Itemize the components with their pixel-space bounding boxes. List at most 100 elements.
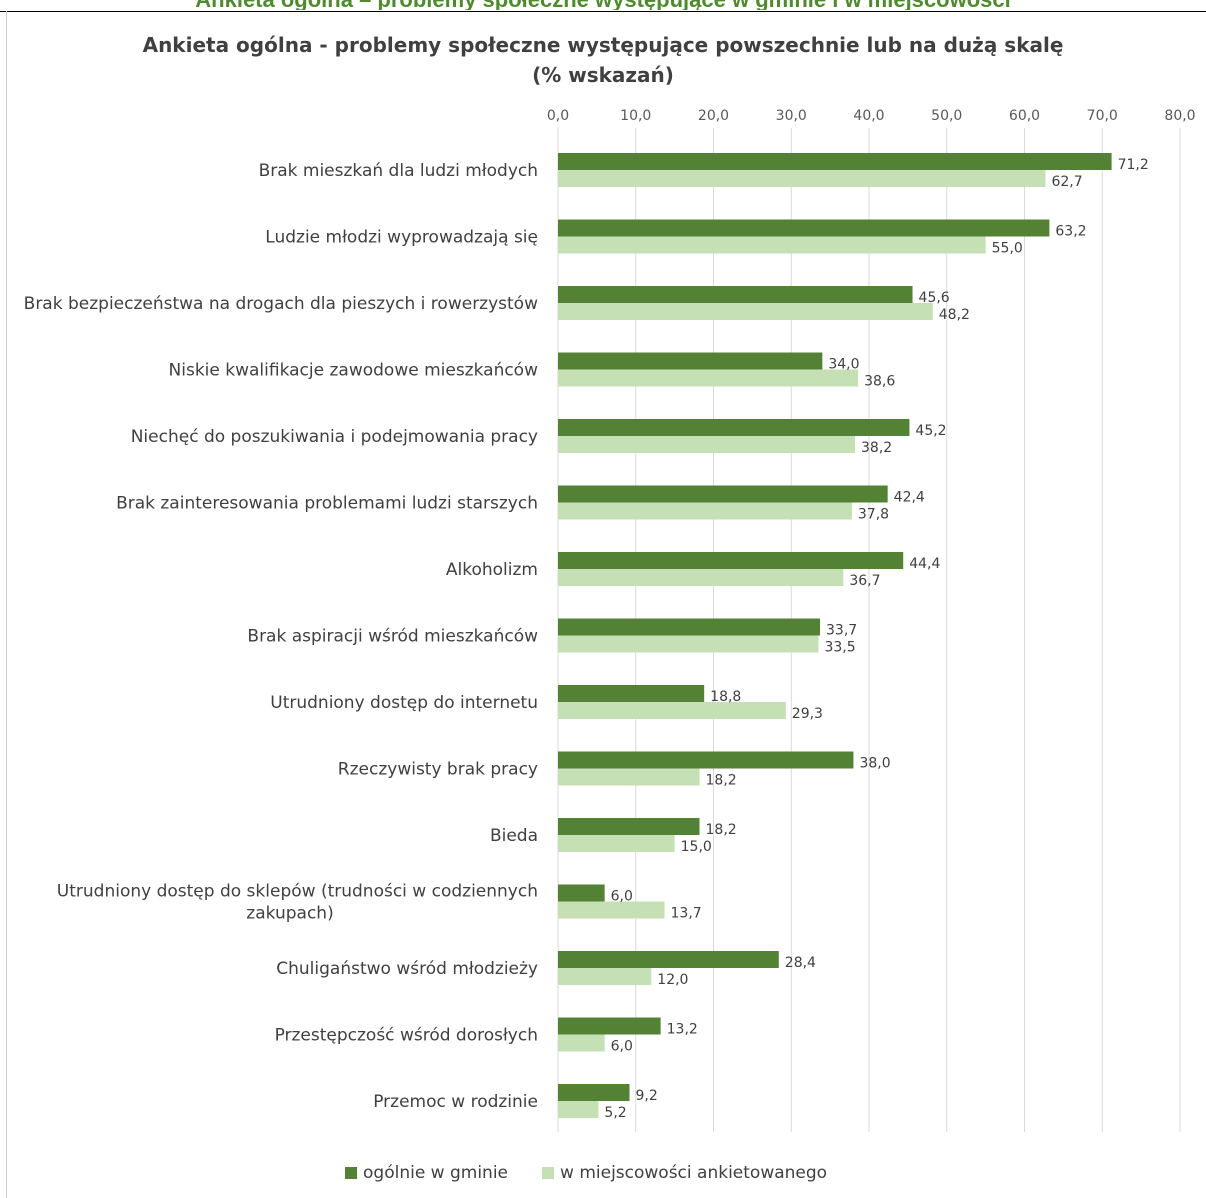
category-label: Niechęć do poszukiwania i podejmowania p…	[131, 427, 538, 447]
category-label: Rzeczywisty brak pracy	[338, 760, 538, 780]
x-axis-tick-labels: 0,0 10,0 20,0 30,0 40,0 50,0 60,0 70,0 80,0	[547, 108, 1196, 124]
data-label-series-1: 42,4	[894, 490, 925, 506]
category-label: Przemoc w rodzinie	[373, 1092, 538, 1112]
page-header-text: Ankieta ogólna – problemy społeczne wyst…	[0, 0, 1206, 10]
bar-series-1	[558, 1017, 661, 1035]
x-tick-label: 40,0	[853, 108, 884, 124]
x-tick-label: 70,0	[1087, 108, 1118, 124]
x-tick-label: 0,0	[547, 108, 569, 124]
category-label: Brak zainteresowania problemami ludzi st…	[116, 494, 538, 514]
bar-series-1	[558, 419, 910, 436]
bar-series-1	[558, 286, 913, 303]
bar-series-1	[558, 818, 700, 835]
data-label-series-2: 37,8	[858, 507, 889, 523]
category-label: Ludzie młodzi wyprowadzają się	[265, 228, 538, 248]
bar-series-1	[558, 153, 1112, 170]
bar-series-2	[558, 502, 852, 520]
data-label-series-2: 38,2	[861, 440, 892, 456]
data-label-series-1: 71,2	[1118, 157, 1149, 173]
x-tick-label: 50,0	[931, 108, 962, 124]
legend-label-series-2: w miejscowości ankietowanego	[560, 1163, 828, 1183]
category-label: Utrudniony dostęp do internetu	[270, 693, 538, 713]
bar-series-1	[558, 1084, 630, 1101]
bars	[558, 153, 1112, 1118]
data-label-series-2: 5,2	[604, 1105, 626, 1121]
data-label-series-1: 6,0	[611, 889, 633, 905]
x-tick-label: 80,0	[1164, 108, 1195, 124]
category-label: Bieda	[490, 826, 538, 846]
data-label-series-1: 63,2	[1055, 224, 1086, 240]
category-label: Utrudniony dostęp do sklepów (trudności …	[57, 882, 538, 902]
bar-series-2	[558, 635, 819, 653]
data-label-series-1: 28,4	[785, 955, 816, 971]
x-tick-label: 30,0	[776, 108, 807, 124]
data-label-series-1: 44,4	[909, 556, 940, 572]
bar-series-1	[558, 951, 779, 968]
data-label-series-1: 18,2	[706, 822, 737, 838]
bar-series-2	[558, 1034, 605, 1052]
x-tick-label: 60,0	[1009, 108, 1040, 124]
bar-series-2	[558, 835, 675, 852]
data-label-series-1: 34,0	[828, 357, 859, 373]
bar-series-2	[558, 236, 986, 254]
category-label: Alkoholizm	[446, 560, 538, 580]
data-label-series-1: 45,6	[919, 290, 950, 306]
bar-series-2	[558, 569, 844, 586]
bar-series-2	[558, 170, 1046, 187]
category-label: Brak aspiracji wśród mieszkańców	[247, 627, 538, 647]
category-labels: Brak mieszkań dla ludzi młodych Ludzie mł…	[24, 161, 538, 1112]
category-label: Chuligaństwo wśród młodzieży	[276, 959, 538, 979]
legend: ogólnie w gminie w miejscowości ankietow…	[345, 1163, 861, 1183]
bar-series-1	[558, 618, 821, 636]
data-label-series-2: 38,6	[864, 374, 895, 390]
category-label: Przestępczość wśród dorosłych	[275, 1026, 538, 1046]
data-label-series-2: 33,5	[824, 640, 855, 656]
data-label-series-1: 45,2	[915, 423, 946, 439]
chart-title-line-2: (% wskazań)	[532, 63, 674, 87]
bar-series-2	[558, 702, 786, 719]
bar-series-1	[558, 884, 605, 902]
data-label-series-1: 18,8	[710, 689, 741, 705]
data-label-series-1: 9,2	[636, 1088, 658, 1104]
category-label: Brak mieszkań dla ludzi młodych	[259, 161, 538, 181]
category-label: zakupach)	[246, 904, 333, 924]
data-label-series-2: 48,2	[939, 307, 970, 323]
legend-swatch-series-2	[542, 1167, 555, 1179]
bar-series-2	[558, 968, 652, 985]
bar-series-2	[558, 369, 859, 387]
data-label-series-1: 38,0	[859, 756, 890, 772]
bar-series-2	[558, 901, 665, 919]
data-label-series-2: 15,0	[681, 839, 712, 855]
category-label: Brak bezpieczeństwa na drogach dla piesz…	[24, 294, 538, 314]
data-label-series-1: 13,2	[667, 1022, 698, 1038]
data-label-series-2: 36,7	[849, 573, 880, 589]
legend-label-series-1: ogólnie w gminie	[363, 1163, 509, 1183]
data-label-series-2: 29,3	[792, 706, 823, 722]
top-border	[0, 11, 1206, 12]
bar-series-1	[558, 685, 705, 702]
data-label-series-1: 33,7	[826, 623, 857, 639]
chart-title: Ankieta ogólna - problemy społeczne wyst…	[0, 30, 1206, 90]
data-label-series-2: 18,2	[706, 773, 737, 789]
bar-series-1	[558, 352, 823, 370]
legend-item-series-2: w miejscowości ankietowanego	[542, 1163, 827, 1183]
data-label-series-2: 6,0	[611, 1039, 633, 1055]
bar-series-2	[558, 303, 933, 320]
chart-title-line-1: Ankieta ogólna - problemy społeczne wyst…	[142, 33, 1064, 57]
legend-item-series-1: ogólnie w gminie	[345, 1163, 508, 1183]
data-labels: 71,2 62,7 63,2 55,0 45,648,2 34,0 38,6 45,2 38,2…	[604, 157, 1148, 1121]
bar-series-1	[558, 552, 904, 569]
bar-series-1	[558, 219, 1050, 237]
category-label: Niskie kwalifikacje zawodowe mieszkańców	[169, 361, 539, 381]
x-tick-label: 20,0	[698, 108, 729, 124]
data-label-series-2: 62,7	[1051, 174, 1082, 190]
bar-series-2	[558, 768, 700, 786]
left-border	[6, 11, 7, 1198]
x-tick-label: 10,0	[620, 108, 651, 124]
bar-series-2	[558, 1101, 599, 1118]
data-label-series-2: 55,0	[992, 241, 1023, 257]
bar-series-2	[558, 436, 856, 453]
data-label-series-2: 13,7	[671, 906, 702, 922]
data-label-series-2: 12,0	[657, 972, 688, 988]
legend-swatch-series-1	[345, 1167, 357, 1179]
